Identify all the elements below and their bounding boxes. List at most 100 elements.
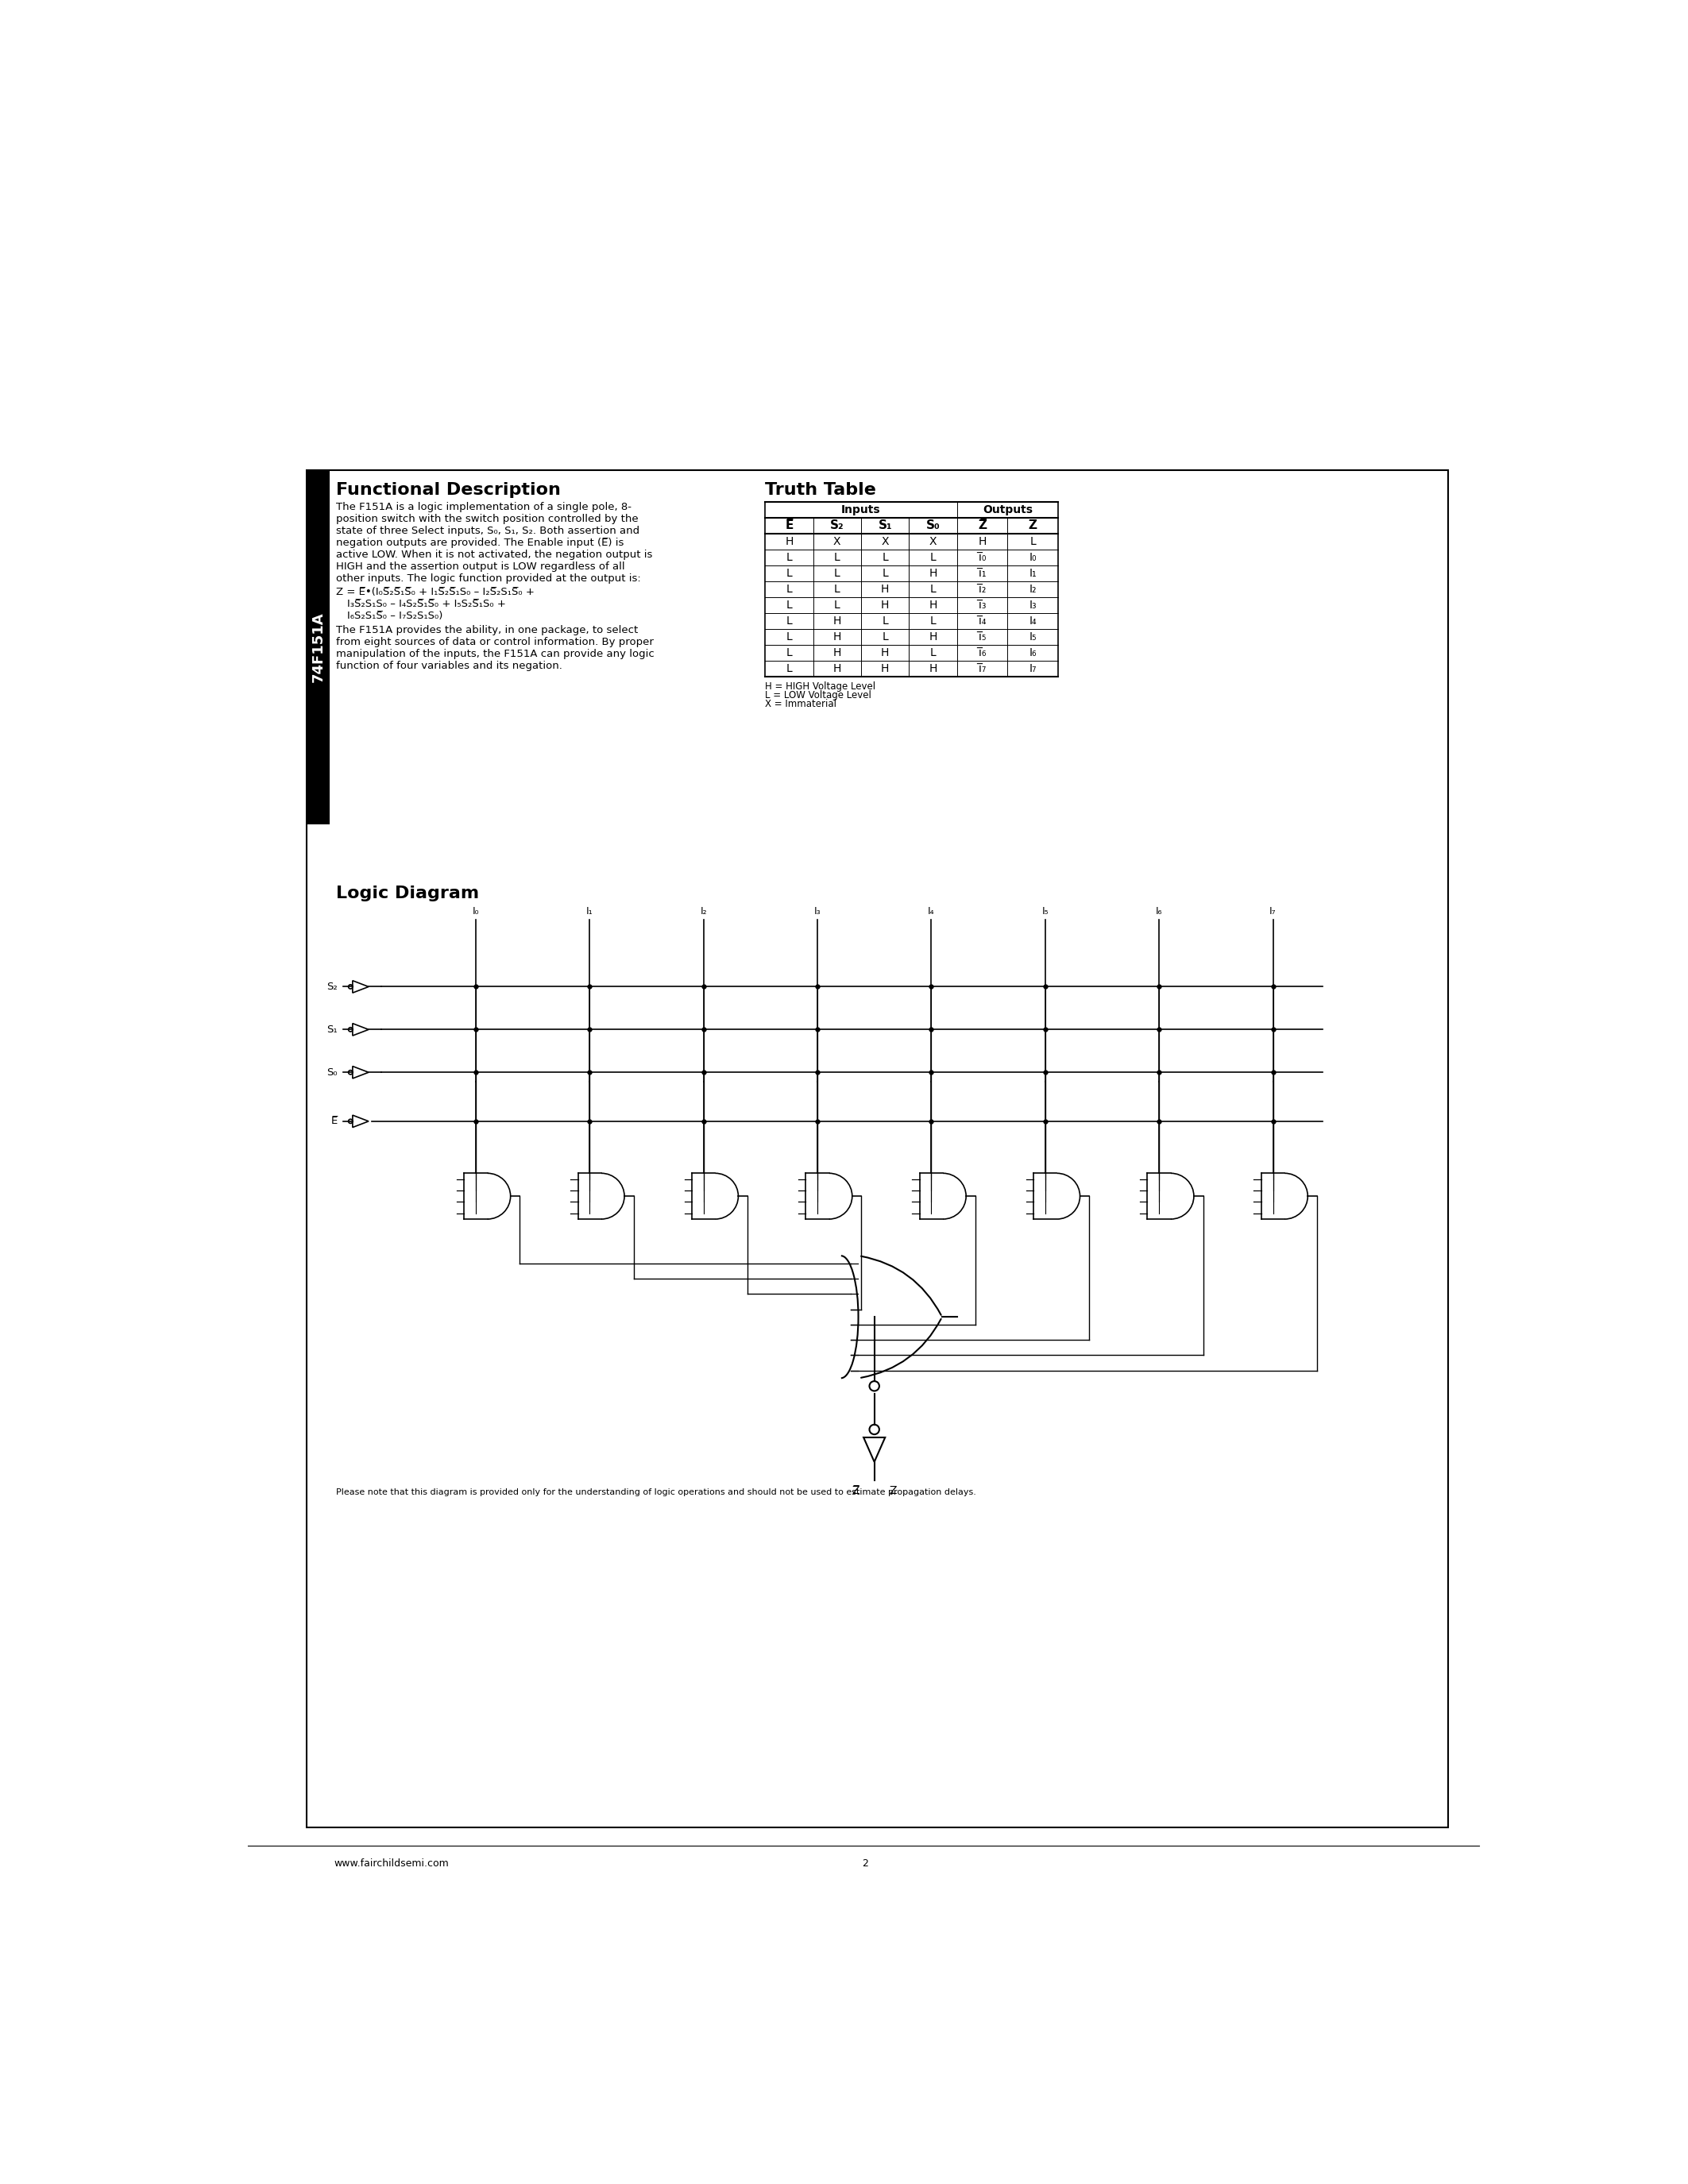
Text: I₅: I₅ (1030, 631, 1036, 642)
Text: I₁: I₁ (1030, 568, 1036, 579)
Text: H: H (881, 646, 890, 657)
Text: Z: Z (890, 1485, 896, 1496)
Text: L: L (834, 553, 841, 563)
Text: L: L (883, 616, 888, 627)
Text: S₀: S₀ (326, 1068, 338, 1077)
Text: H: H (979, 535, 986, 548)
Text: negation outputs are provided. The Enable input (E̅) is: negation outputs are provided. The Enabl… (336, 537, 625, 548)
Text: Logic Diagram: Logic Diagram (336, 887, 479, 902)
Text: I₇: I₇ (1030, 664, 1036, 675)
Text: L: L (787, 631, 792, 642)
Text: other inputs. The logic function provided at the output is:: other inputs. The logic function provide… (336, 574, 641, 583)
Text: X = Immaterial: X = Immaterial (765, 699, 837, 710)
Text: L: L (834, 583, 841, 594)
Text: I₂: I₂ (1030, 583, 1036, 594)
Text: Z = E̅•(I₀S̅₂S̅₁S̅₀ + I₁S̅₂S̅₁S₀ – I₂S̅₂S₁S̅₀ +: Z = E̅•(I₀S̅₂S̅₁S̅₀ + I₁S̅₂S̅₁S₀ – I₂S̅₂… (336, 587, 535, 598)
Text: I₄: I₄ (1030, 616, 1036, 627)
Text: L: L (787, 583, 792, 594)
Text: S₂: S₂ (326, 981, 338, 992)
Text: H: H (928, 601, 937, 612)
Text: I₀: I₀ (1030, 553, 1036, 563)
Text: www.fairchildsemi.com: www.fairchildsemi.com (334, 1859, 449, 1870)
Text: H = HIGH Voltage Level: H = HIGH Voltage Level (765, 681, 876, 692)
Text: L: L (883, 553, 888, 563)
Text: i̅₂: i̅₂ (979, 583, 986, 594)
Text: H: H (832, 646, 841, 657)
Text: H: H (881, 583, 890, 594)
Bar (765, 502, 1058, 677)
Text: H: H (832, 631, 841, 642)
Bar (307, 470, 1448, 1828)
Text: The F151A provides the ability, in one package, to select: The F151A provides the ability, in one p… (336, 625, 638, 636)
Text: from eight sources of data or control information. By proper: from eight sources of data or control in… (336, 638, 653, 649)
Bar (307, 470, 329, 826)
Text: Inputs: Inputs (841, 505, 881, 515)
Text: 74F151A: 74F151A (311, 612, 326, 684)
Text: H: H (928, 568, 937, 579)
Text: L: L (883, 568, 888, 579)
Text: Z̅: Z̅ (852, 1485, 859, 1496)
Text: function of four variables and its negation.: function of four variables and its negat… (336, 662, 562, 670)
Text: I₇: I₇ (1269, 906, 1276, 917)
Text: H: H (881, 601, 890, 612)
Text: 2: 2 (861, 1859, 868, 1870)
Text: I₄: I₄ (928, 906, 935, 917)
Text: X: X (834, 535, 841, 548)
Text: H: H (832, 664, 841, 675)
Text: The F151A is a logic implementation of a single pole, 8-: The F151A is a logic implementation of a… (336, 502, 631, 511)
Text: i̅₅: i̅₅ (979, 631, 986, 642)
Text: I₆: I₆ (1030, 646, 1036, 657)
Text: L: L (930, 583, 937, 594)
Text: position switch with the switch position controlled by the: position switch with the switch position… (336, 513, 638, 524)
Text: S₁: S₁ (878, 520, 891, 531)
Text: L: L (787, 568, 792, 579)
Text: I₂: I₂ (701, 906, 707, 917)
Text: L = LOW Voltage Level: L = LOW Voltage Level (765, 690, 871, 701)
Text: manipulation of the inputs, the F151A can provide any logic: manipulation of the inputs, the F151A ca… (336, 649, 655, 660)
Text: I₅: I₅ (1041, 906, 1048, 917)
Text: H: H (928, 631, 937, 642)
Text: Z̅: Z̅ (977, 520, 987, 531)
Text: L: L (787, 616, 792, 627)
Text: L: L (1030, 535, 1036, 548)
Text: i̅₆: i̅₆ (979, 646, 986, 657)
Text: L: L (787, 601, 792, 612)
Text: I₆S₂S₁S̅₀ – I₇S₂S₁S₀): I₆S₂S₁S̅₀ – I₇S₂S₁S₀) (348, 612, 442, 620)
Text: L: L (787, 553, 792, 563)
Text: L: L (787, 646, 792, 657)
Text: S₂: S₂ (830, 520, 844, 531)
Text: state of three Select inputs, S₀, S₁, S₂. Both assertion and: state of three Select inputs, S₀, S₁, S₂… (336, 526, 640, 535)
Text: X: X (930, 535, 937, 548)
Text: HIGH and the assertion output is LOW regardless of all: HIGH and the assertion output is LOW reg… (336, 561, 625, 572)
Text: I₃S̅₂S₁S₀ – I₄S₂S̅₁S̅₀ + I₅S₂S̅₁S₀ +: I₃S̅₂S₁S₀ – I₄S₂S̅₁S̅₀ + I₅S₂S̅₁S₀ + (348, 598, 506, 609)
Text: active LOW. When it is not activated, the negation output is: active LOW. When it is not activated, th… (336, 550, 653, 559)
Text: S₁: S₁ (326, 1024, 338, 1035)
Text: I₆: I₆ (1156, 906, 1163, 917)
Text: I₃: I₃ (1030, 601, 1036, 612)
Text: S₀: S₀ (927, 520, 940, 531)
Text: i̅₀: i̅₀ (979, 553, 986, 563)
Text: L: L (883, 631, 888, 642)
Text: H: H (881, 664, 890, 675)
Text: E̅: E̅ (785, 520, 793, 531)
Text: Outputs: Outputs (982, 505, 1033, 515)
Text: Please note that this diagram is provided only for the understanding of logic op: Please note that this diagram is provide… (336, 1487, 976, 1496)
Text: I₃: I₃ (814, 906, 820, 917)
Text: L: L (787, 664, 792, 675)
Text: Z: Z (1028, 520, 1036, 531)
Text: X: X (881, 535, 890, 548)
Text: i̅₇: i̅₇ (979, 664, 986, 675)
Text: L: L (930, 646, 937, 657)
Text: E̅: E̅ (331, 1116, 338, 1127)
Text: Truth Table: Truth Table (765, 483, 876, 498)
Text: I₀: I₀ (473, 906, 479, 917)
Text: H: H (832, 616, 841, 627)
Text: H: H (785, 535, 793, 548)
Text: i̅₁: i̅₁ (979, 568, 986, 579)
Text: L: L (834, 601, 841, 612)
Text: L: L (930, 553, 937, 563)
Text: i̅₃: i̅₃ (979, 601, 986, 612)
Text: I₁: I₁ (586, 906, 592, 917)
Text: L: L (930, 616, 937, 627)
Text: i̅₄: i̅₄ (979, 616, 986, 627)
